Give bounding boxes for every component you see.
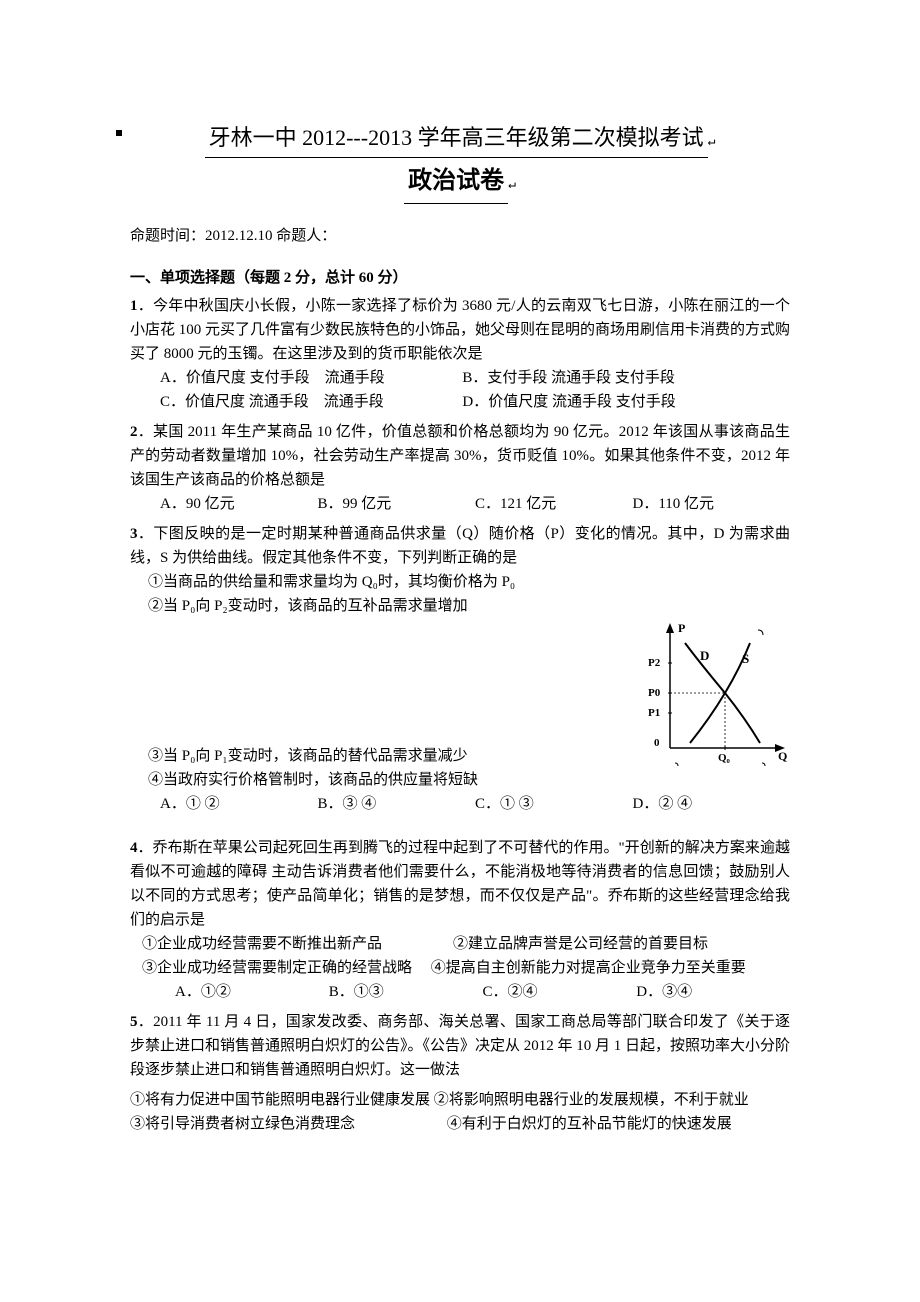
option-b: B．③ ④ [318,792,476,816]
svg-text:Q₀: Q₀ [718,752,731,764]
exam-meta: 命题时间：2012.12.10 命题人： [130,224,790,248]
sub-statement-4: ④提高自主创新能力对提高企业竞争力至关重要 [431,960,746,976]
title-block: 牙林一中 2012---2013 学年高三年级第二次模拟考试↵ 政治试卷↵ [130,120,790,210]
question-number: 2 [130,424,138,440]
question-options: A．90 亿元 B．99 亿元 C．121 亿元 D．110 亿元 [130,492,790,516]
svg-text:P1: P1 [648,707,660,719]
option-a: A．90 亿元 [160,492,318,516]
svg-text:P: P [678,621,685,635]
question-stem: ．乔布斯在苹果公司起死回生再到腾飞的过程中起到了不可替代的作用。"开创新的解决方… [130,840,790,928]
option-c: C．价值尺度 流通手段 流通手段 [160,390,462,414]
return-mark-icon: ↵ [508,177,516,192]
option-d: D．③④ [636,980,790,1004]
option-a: A．价值尺度 支付手段 流通手段 [160,366,462,390]
sub-statement-2: ②将影响照明电器行业的发展规模，不利于就业 [434,1092,749,1108]
option-b: B．①③ [329,980,483,1004]
option-d: D．② ④ [633,792,791,816]
option-b: B．99 亿元 [318,492,476,516]
title-marker [116,130,122,136]
question-1: 1．今年中秋国庆小长假，小陈一家选择了标价为 3680 元/人的云南双飞七日游，… [130,294,790,414]
question-number: 5 [130,1014,138,1030]
exam-page: 牙林一中 2012---2013 学年高三年级第二次模拟考试↵ 政治试卷↵ 命题… [0,0,920,1176]
sub-statement-1: ①企业成功经营需要不断推出新产品 [142,932,453,956]
question-2: 2．某国 2011 年生产某商品 10 亿件，价值总额和价格总额均为 90 亿元… [130,420,790,516]
question-options: A．① ② B．③ ④ C．① ③ D．② ④ [130,792,790,816]
option-c: C．②④ [483,980,637,1004]
option-d: D．110 亿元 [633,492,791,516]
svg-text:D: D [700,648,709,663]
question-stem: ．某国 2011 年生产某商品 10 亿件，价值总额和价格总额均为 90 亿元。… [130,424,790,488]
question-stem: ．下图反映的是一定时期某种普通商品供求量（Q）随价格（P）变化的情况。其中，D … [130,526,790,566]
sub-statement-4: ④当政府实行价格管制时，该商品的供应量将短缺 [130,768,790,792]
question-options: A．价值尺度 支付手段 流通手段 B．支付手段 流通手段 支付手段 C．价值尺度… [130,366,790,414]
sub-statement-1: ①将有力促进中国节能照明电器行业健康发展 [130,1092,430,1108]
question-3: 3．下图反映的是一定时期某种普通商品供求量（Q）随价格（P）变化的情况。其中，D… [130,522,790,816]
svg-text:P0: P0 [648,687,661,699]
option-d: D．价值尺度 流通手段 支付手段 [462,390,764,414]
question-number: 1 [130,298,138,314]
exam-title: 牙林一中 2012---2013 学年高三年级第二次模拟考试 [205,120,708,158]
svg-text:P2: P2 [648,657,661,669]
question-options: A．①② B．①③ C．②④ D．③④ [130,980,790,1004]
option-a: A．① ② [160,792,318,816]
sub-statement-3: ③企业成功经营需要制定正确的经营战略 [142,960,412,976]
section-1-heading: 一、单项选择题（每题 2 分，总计 60 分） [130,266,790,290]
question-4: 4．乔布斯在苹果公司起死回生再到腾飞的过程中起到了不可替代的作用。"开创新的解决… [130,836,790,1004]
return-mark-icon: ↵ [708,134,716,149]
svg-text:0: 0 [654,737,660,749]
sub-statement-2: ②当 P₀向 P₂变动时，该商品的互补品需求量增加 [130,594,790,618]
question-number: 4 [130,840,138,856]
option-c: C．① ③ [475,792,633,816]
question-5: 5．2011 年 11 月 4 日，国家发改委、商务部、海关总署、国家工商总局等… [130,1010,790,1082]
question-number: 3 [130,526,138,542]
supply-demand-chart: P Q P2 P0 P1 0 Q₀ D S [640,618,790,768]
svg-text:S: S [742,651,749,666]
question-stem: ．今年中秋国庆小长假，小陈一家选择了标价为 3680 元/人的云南双飞七日游，小… [130,298,790,362]
sub-statement-3: ③将引导消费者树立绿色消费理念 [130,1112,447,1136]
svg-text:Q: Q [778,749,787,763]
exam-subject: 政治试卷 [404,162,508,203]
option-c: C．121 亿元 [475,492,633,516]
sub-statements-row: ①企业成功经营需要不断推出新产品 ②建立品牌声誉是公司经营的首要目标 ③企业成功… [130,932,790,980]
sub-statement-3: ③当 P₀向 P₁变动时，该商品的替代品需求量减少 [130,744,640,768]
sub-statements-block: ①将有力促进中国节能照明电器行业健康发展 ②将影响照明电器行业的发展规模，不利于… [130,1088,790,1136]
option-a: A．①② [175,980,329,1004]
diagram-row: ③当 P₀向 P₁变动时，该商品的替代品需求量减少 P Q P2 P0 P1 [130,618,790,768]
sub-statement-4: ④有利于白炽灯的互补品节能灯的快速发展 [447,1112,764,1136]
question-stem: ．2011 年 11 月 4 日，国家发改委、商务部、海关总署、国家工商总局等部… [130,1014,790,1078]
sub-statement-1: ①当商品的供给量和需求量均为 Q₀时，其均衡价格为 P₀ [130,570,790,594]
option-b: B．支付手段 流通手段 支付手段 [462,366,764,390]
sub-statement-2: ②建立品牌声誉是公司经营的首要目标 [453,932,764,956]
